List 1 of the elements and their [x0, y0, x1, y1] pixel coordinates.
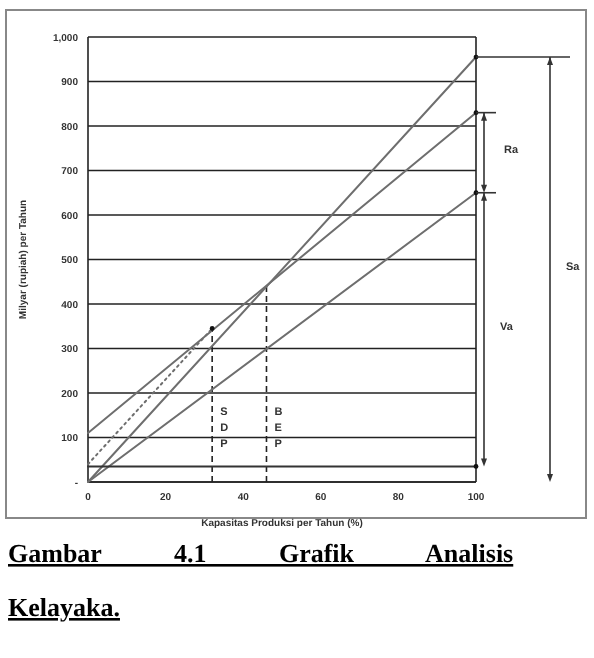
text: Gambar 4.1 Grafik Analisis Kelayaka.	[8, 538, 514, 622]
